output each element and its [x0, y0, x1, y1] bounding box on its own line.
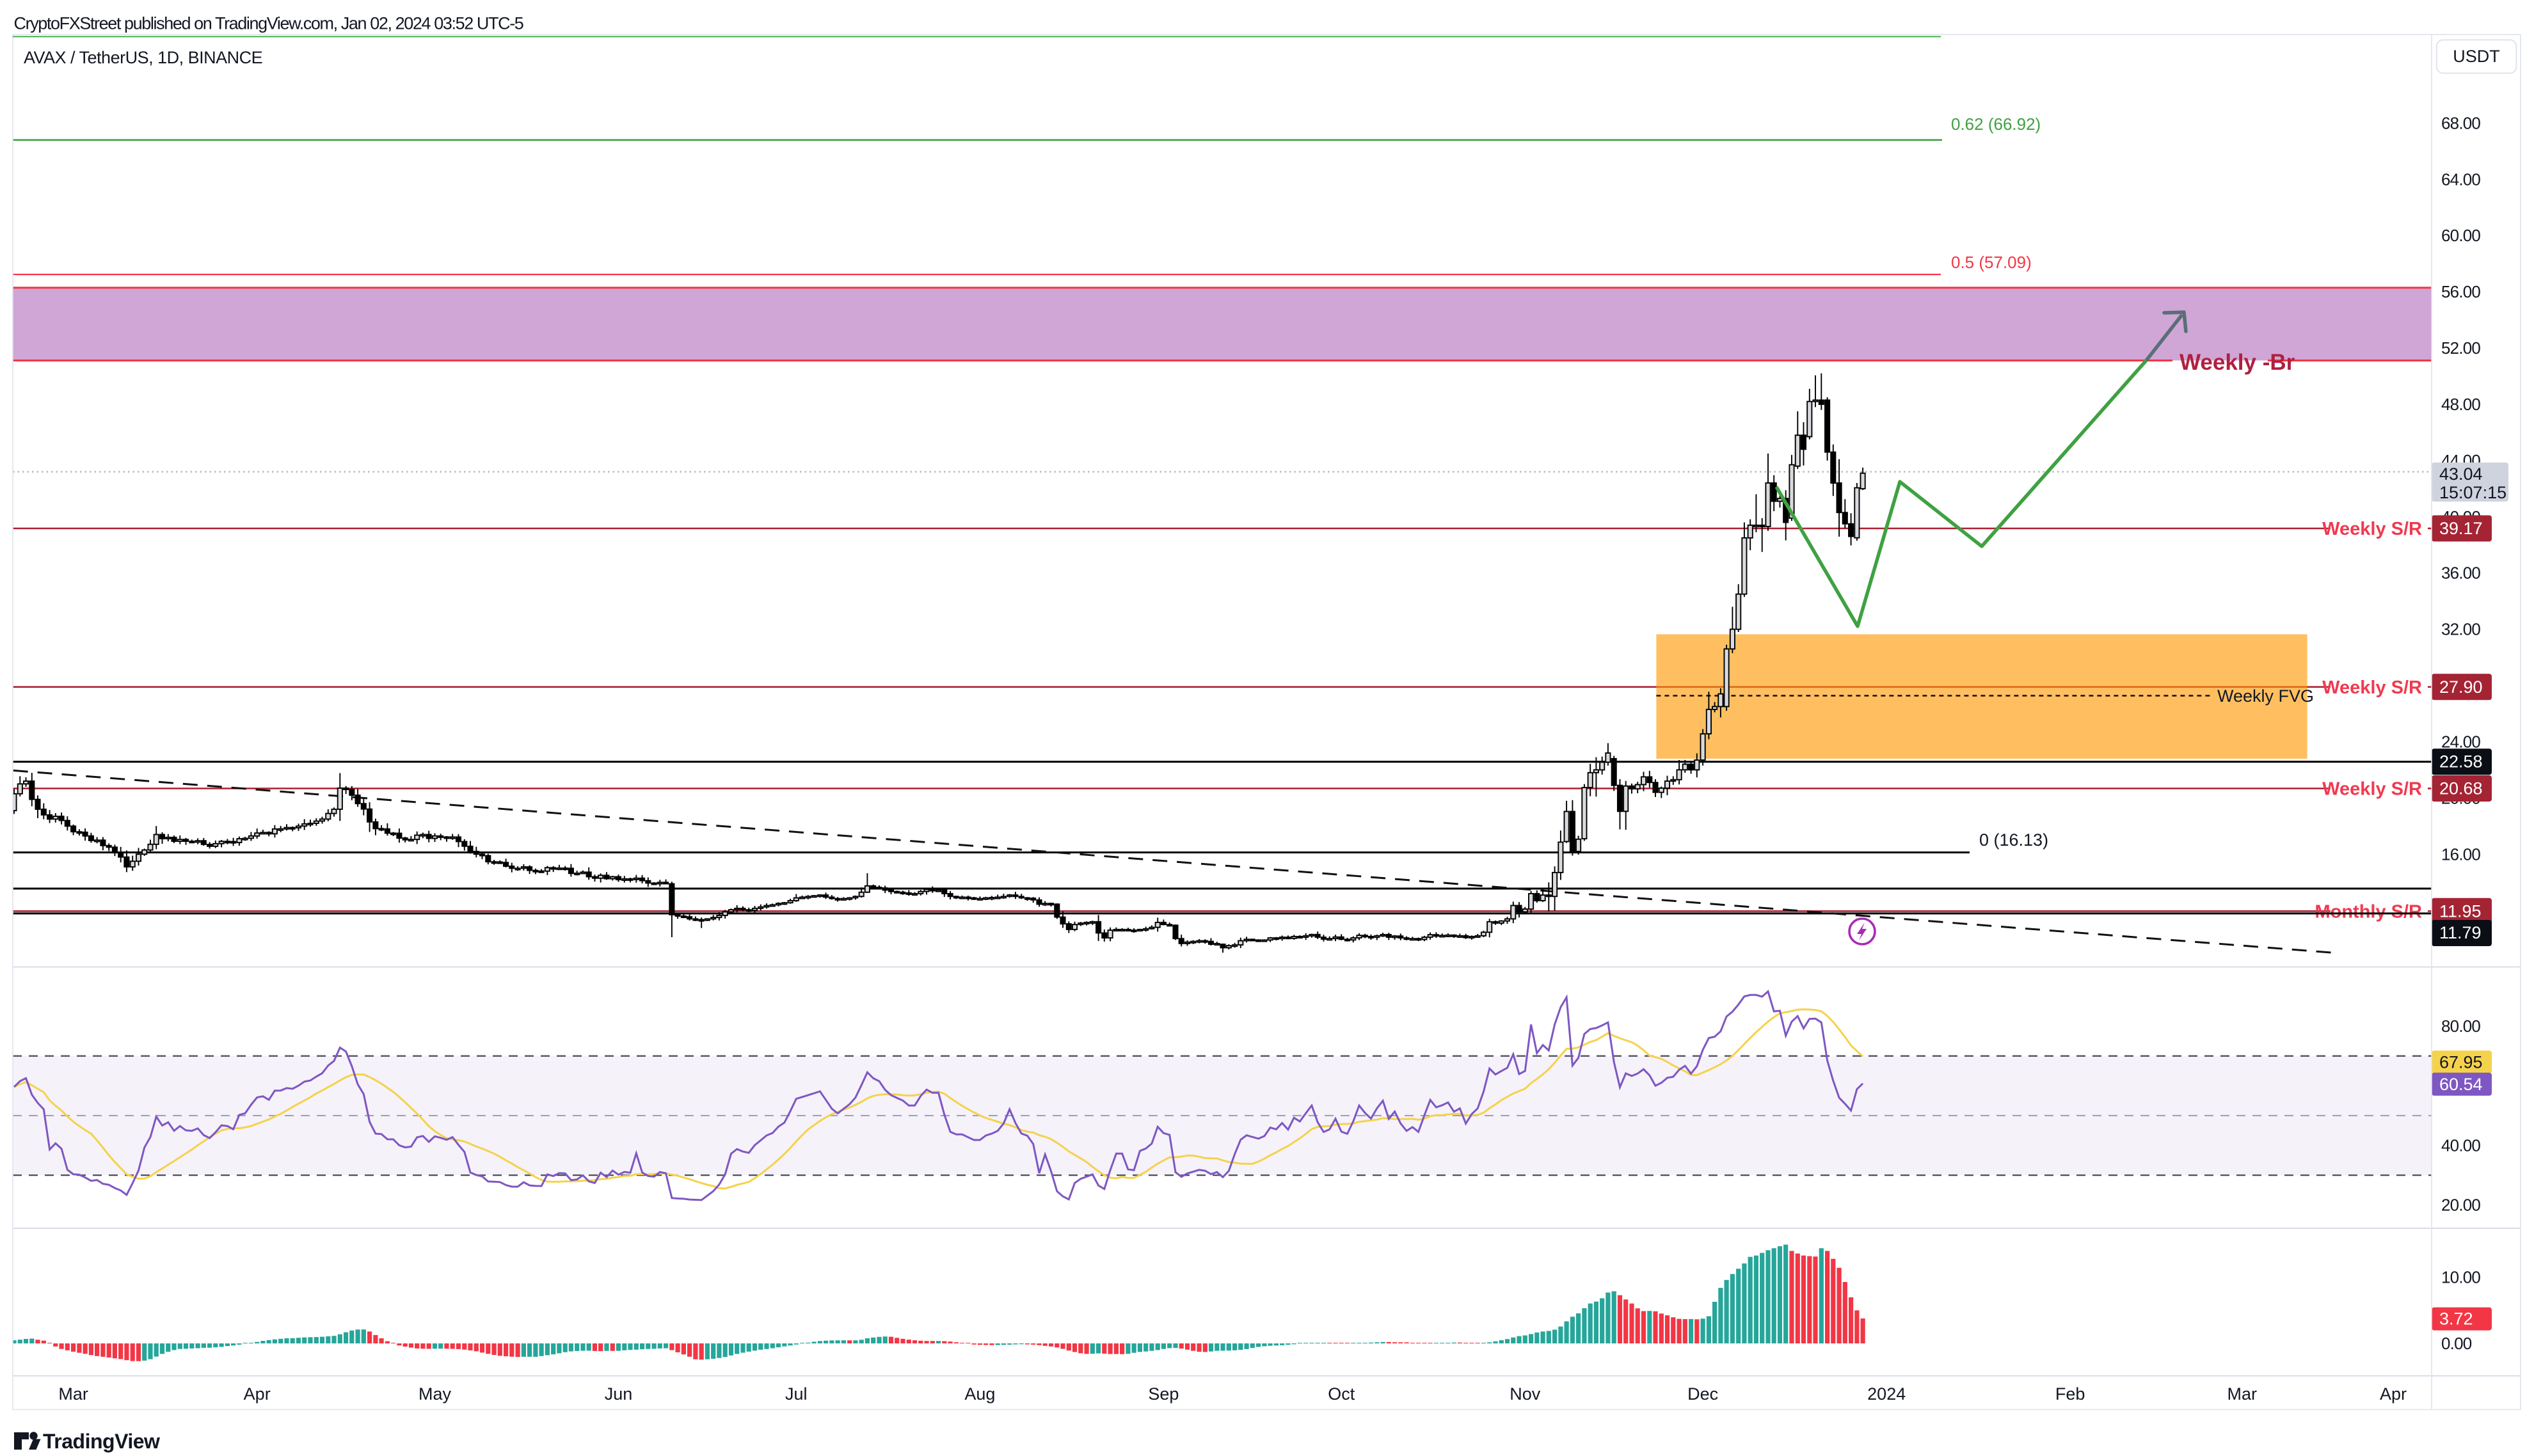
svg-text:0.5 (57.09): 0.5 (57.09) [1951, 253, 2032, 272]
svg-text:22.58: 22.58 [2439, 752, 2483, 772]
svg-text:Feb: Feb [2055, 1384, 2085, 1404]
svg-text:Apr: Apr [244, 1384, 271, 1404]
svg-text:32.00: 32.00 [2441, 620, 2480, 639]
svg-text:CryptoFXStreet published on Tr: CryptoFXStreet published on TradingView.… [14, 14, 523, 33]
svg-text:68.00: 68.00 [2441, 113, 2480, 132]
svg-text:27.90: 27.90 [2439, 677, 2483, 697]
svg-text:43.04: 43.04 [2439, 464, 2483, 484]
svg-text:56.00: 56.00 [2441, 282, 2480, 301]
svg-text:Jun: Jun [605, 1384, 633, 1404]
svg-text:Weekly S/R: Weekly S/R [2322, 519, 2422, 539]
svg-text:24.00: 24.00 [2441, 732, 2480, 752]
svg-text:2024: 2024 [1867, 1384, 1906, 1404]
svg-text:Mar: Mar [58, 1384, 88, 1404]
svg-text:16.00: 16.00 [2441, 844, 2480, 864]
svg-text:USDT: USDT [2453, 47, 2500, 66]
svg-text:Weekly S/R: Weekly S/R [2322, 677, 2422, 698]
svg-text:20.00: 20.00 [2441, 1196, 2480, 1215]
svg-text:60.00: 60.00 [2441, 226, 2480, 245]
svg-text:Weekly S/R: Weekly S/R [2322, 779, 2422, 800]
svg-text:Weekly FVG: Weekly FVG [2217, 686, 2314, 706]
svg-text:52.00: 52.00 [2441, 338, 2480, 358]
svg-text:TradingView: TradingView [43, 1430, 160, 1453]
svg-text:11.79: 11.79 [2439, 923, 2482, 942]
svg-text:May: May [418, 1384, 452, 1404]
svg-text:67.95: 67.95 [2439, 1052, 2483, 1072]
svg-text:11.95: 11.95 [2439, 901, 2482, 921]
svg-text:39.17: 39.17 [2439, 519, 2483, 538]
svg-text:0.00: 0.00 [2441, 1334, 2472, 1353]
svg-text:64.00: 64.00 [2441, 170, 2480, 189]
svg-text:60.54: 60.54 [2439, 1075, 2483, 1094]
svg-text:0 (16.13): 0 (16.13) [1979, 830, 2048, 850]
svg-text:40.00: 40.00 [2441, 1136, 2480, 1155]
svg-text:Oct: Oct [1328, 1384, 1355, 1404]
svg-text:Dec: Dec [1687, 1384, 1718, 1404]
svg-text:15:07:15: 15:07:15 [2439, 483, 2506, 502]
svg-text:Apr: Apr [2380, 1384, 2407, 1404]
svg-text:Nov: Nov [1510, 1384, 1541, 1404]
svg-text:Aug: Aug [964, 1384, 995, 1404]
svg-text:3.72: 3.72 [2439, 1310, 2473, 1329]
svg-text:Jul: Jul [785, 1384, 808, 1404]
svg-text:Sep: Sep [1148, 1384, 1179, 1404]
svg-text:48.00: 48.00 [2441, 395, 2480, 414]
svg-text:36.00: 36.00 [2441, 564, 2480, 583]
svg-text:Mar: Mar [2227, 1384, 2258, 1404]
svg-text:AVAX / TetherUS, 1D, BINANCE: AVAX / TetherUS, 1D, BINANCE [24, 48, 262, 67]
svg-text:20.68: 20.68 [2439, 779, 2483, 798]
svg-text:10.00: 10.00 [2441, 1268, 2480, 1287]
svg-text:0.62 (66.92): 0.62 (66.92) [1951, 115, 2041, 134]
svg-text:Weekly -Br: Weekly -Br [2179, 350, 2295, 375]
svg-text:Monthly S/R: Monthly S/R [2315, 901, 2422, 922]
svg-text:80.00: 80.00 [2441, 1017, 2480, 1036]
